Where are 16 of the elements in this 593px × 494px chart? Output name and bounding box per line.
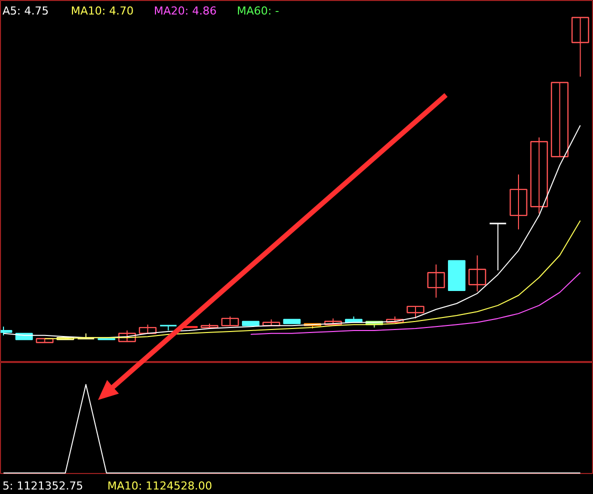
series-label: 5: 1121352.75 xyxy=(2,480,84,492)
legend-label: MA10: 1124528.00 xyxy=(107,480,212,492)
candlestick xyxy=(530,136,548,214)
candlestick xyxy=(468,254,486,292)
candlestick xyxy=(427,264,445,298)
candlestick xyxy=(510,174,528,230)
text: MA10: 4.70 xyxy=(70,4,134,18)
candlestick xyxy=(221,316,239,326)
text: A5: 4.75 xyxy=(2,4,49,18)
legend-label: MA60: - xyxy=(236,4,280,18)
candlestick xyxy=(118,330,136,342)
candlestick xyxy=(571,16,590,78)
candlestick xyxy=(488,222,507,271)
text: MA20: 4.86 xyxy=(154,4,217,18)
candlestick xyxy=(406,306,424,319)
candlestick xyxy=(550,82,569,158)
